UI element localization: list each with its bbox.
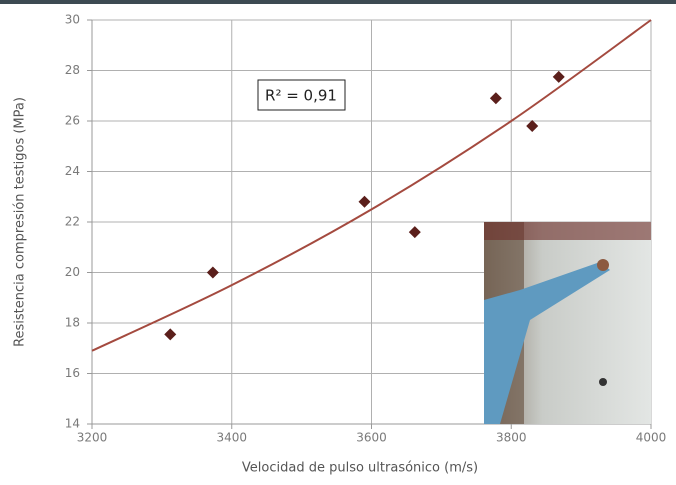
y-tick-label: 28 [65, 63, 80, 77]
y-axis-label: Resistencia compresión testigos (MPa) [13, 97, 28, 347]
point [553, 71, 565, 83]
x-tick-label: 3800 [496, 431, 527, 445]
y-tick-label: 26 [65, 114, 80, 128]
y-tick-label: 14 [65, 417, 80, 431]
x-tick-label: 3400 [216, 431, 247, 445]
x-tick-label: 3200 [77, 431, 108, 445]
x-axis-label: Velocidad de pulso ultrasónico (m/s) [242, 461, 478, 476]
annotation: R² = 0,91 [265, 87, 337, 105]
x-tick-label: 3600 [356, 431, 387, 445]
point [164, 328, 176, 340]
y-tick-label: 18 [65, 316, 80, 330]
y-tick-label: 20 [65, 265, 80, 279]
y-tick-label: 30 [65, 13, 80, 27]
point [490, 92, 502, 104]
point [526, 120, 538, 132]
photo-inset [484, 222, 651, 424]
y-tick-label: 22 [65, 215, 80, 229]
chart: 14 16 18 20 22 24 26 28 30 3200 3400 3600 3800 4000 R… [0, 0, 676, 481]
y-tick-label: 16 [65, 366, 80, 380]
point [207, 267, 219, 279]
point [409, 226, 421, 238]
x-tick-label: 4000 [636, 431, 667, 445]
y-tick-label: 24 [65, 164, 80, 178]
top-bar [0, 0, 676, 4]
point [359, 196, 371, 208]
